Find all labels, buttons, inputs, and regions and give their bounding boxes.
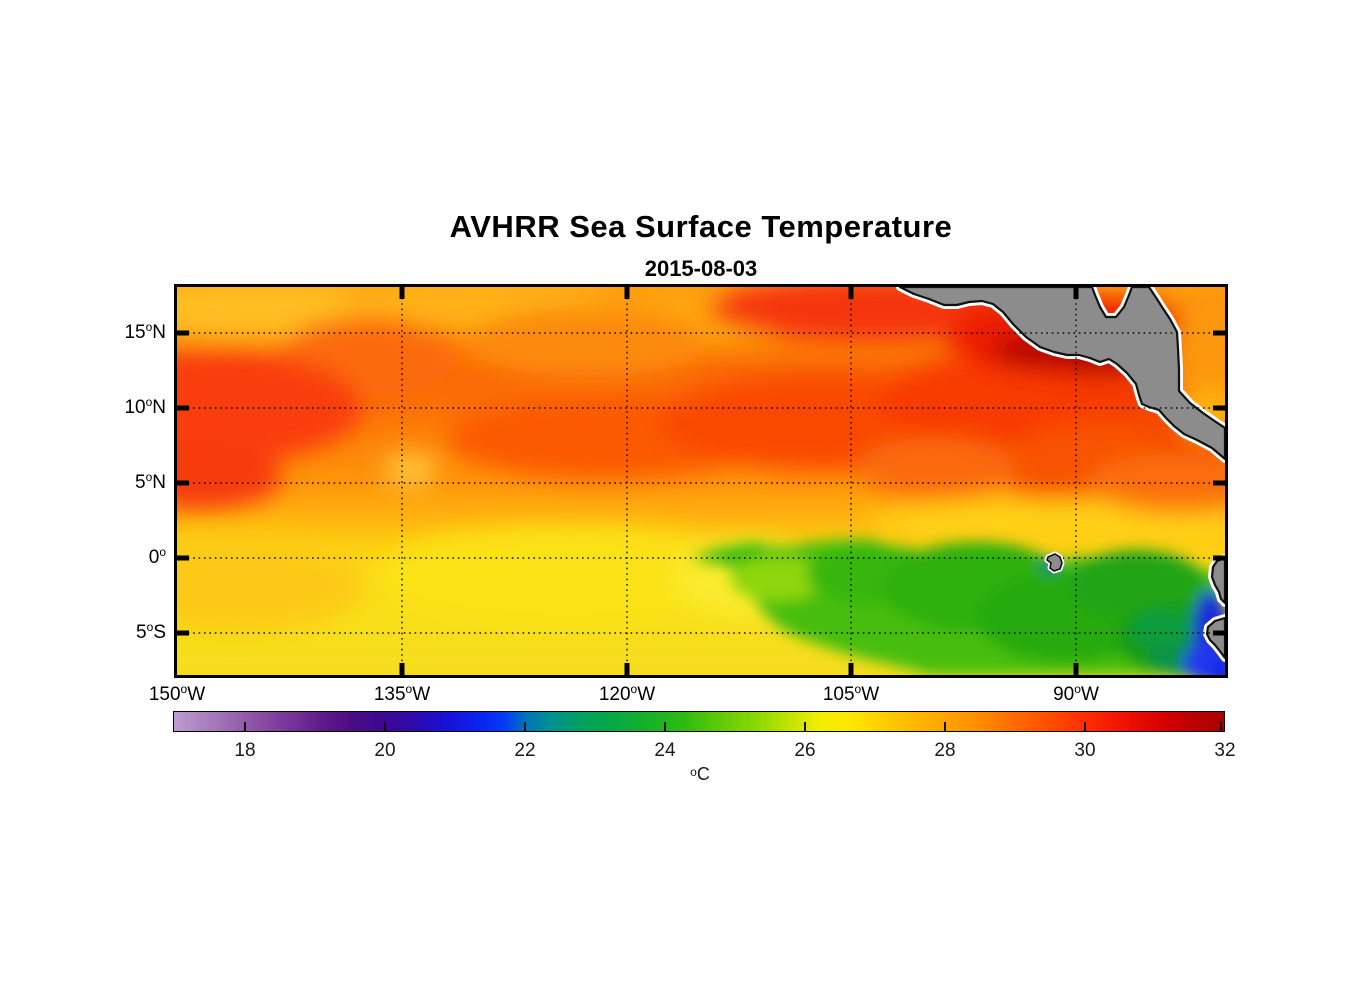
- y-tick-label-5s: 5oS: [136, 620, 166, 643]
- x-tick-label-105w: 105oW: [822, 682, 880, 705]
- colorbar-label-28: 28: [934, 740, 956, 761]
- sst-map-frame: [174, 284, 1228, 678]
- sst-map: [177, 287, 1225, 675]
- land-south-america: [1203, 554, 1225, 662]
- x-tick-label-150w: 150oW: [148, 682, 206, 705]
- colorbar-tick-30: [1084, 722, 1086, 731]
- colorbar-tick-18: [244, 722, 246, 731]
- colorbar-tick-20: [384, 722, 386, 731]
- colorbar-tick-22: [524, 722, 526, 731]
- colorbar-unit: oC: [690, 764, 710, 784]
- gridlines: [177, 287, 1225, 675]
- y-tick-label-15n: 15oN: [124, 320, 166, 343]
- x-tick-label-120w: 120oW: [598, 682, 656, 705]
- page-subtitle: 2015-08-03: [644, 256, 758, 281]
- colorbar-tick-32: [1220, 722, 1222, 731]
- colorbar-label-18: 18: [234, 740, 256, 761]
- y-tick-label-10n: 10oN: [124, 395, 166, 418]
- colorbar-label-30: 30: [1074, 740, 1096, 761]
- colorbar-label-20: 20: [374, 740, 396, 761]
- colorbar-tick-28: [944, 722, 946, 731]
- cold-tongue: [693, 539, 1225, 675]
- colorbar: [173, 711, 1225, 732]
- colorbar-label-32: 32: [1214, 740, 1236, 761]
- x-tick-label-90w: 90oW: [1053, 682, 1099, 705]
- page-title: AVHRR Sea Surface Temperature: [449, 209, 953, 244]
- axis-tick-marks: [177, 287, 1225, 675]
- x-tick-label-135w: 135oW: [373, 682, 431, 705]
- y-tick-label-0: 0o: [148, 545, 166, 568]
- galapagos-island: [1044, 551, 1065, 574]
- land-central-america: [896, 287, 1225, 463]
- y-tick-label-5n: 5oN: [135, 470, 166, 493]
- colorbar-label-22: 22: [514, 740, 536, 761]
- colorbar-label-24: 24: [654, 740, 676, 761]
- colorbar-tick-26: [804, 722, 806, 731]
- colorbar-label-26: 26: [794, 740, 816, 761]
- colorbar-tick-24: [664, 722, 666, 731]
